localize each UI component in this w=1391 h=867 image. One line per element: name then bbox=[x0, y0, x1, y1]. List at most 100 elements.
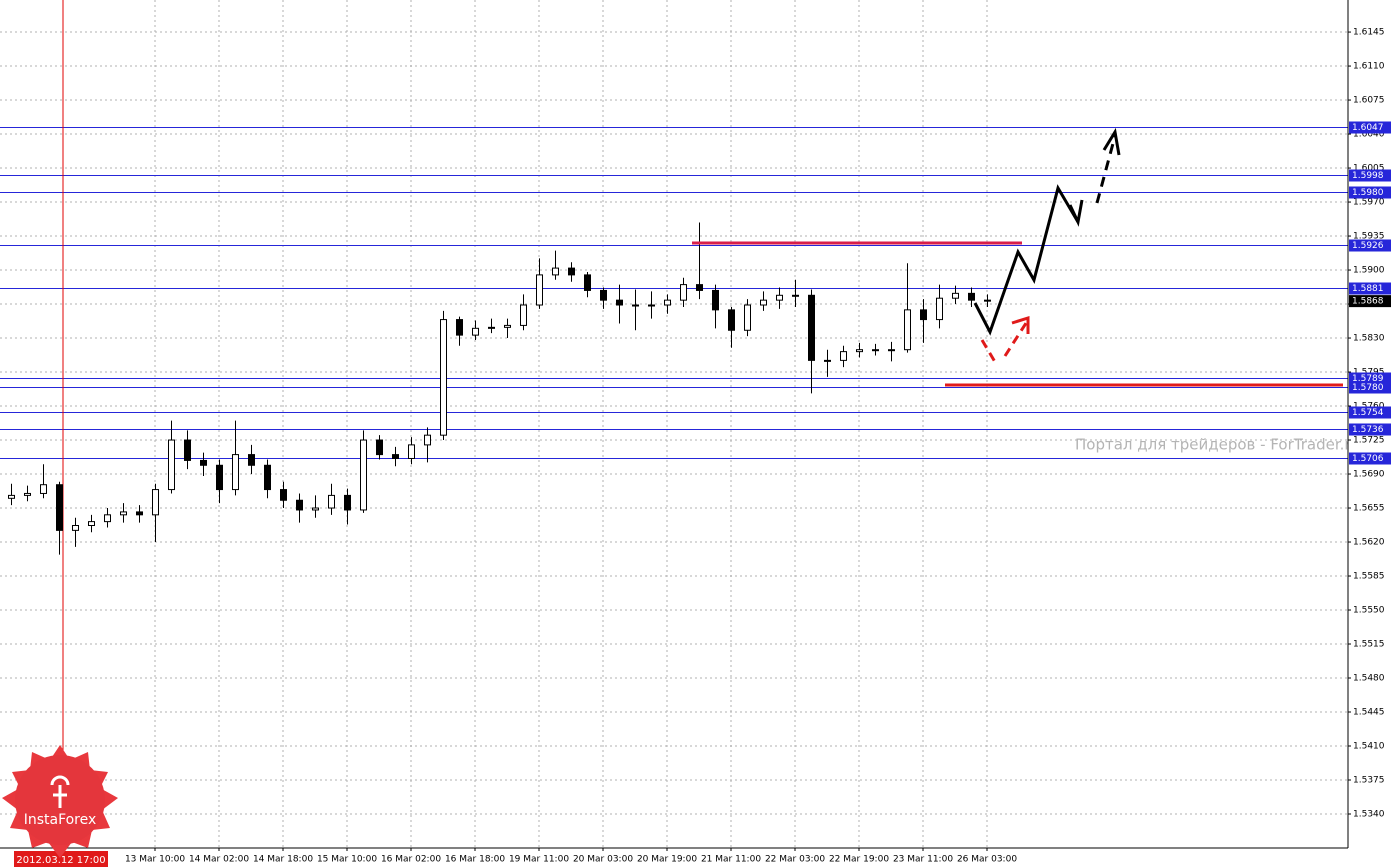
level-label: 1.5789 bbox=[1352, 374, 1384, 384]
candle-body bbox=[24, 492, 31, 496]
candle-body bbox=[296, 499, 303, 511]
candle-body bbox=[440, 319, 447, 436]
y-tick-label: 1.6145 bbox=[1353, 28, 1385, 38]
y-tick-label: 1.5690 bbox=[1353, 470, 1385, 480]
level-label: 1.6047 bbox=[1352, 123, 1384, 133]
candle-body bbox=[344, 494, 351, 511]
candle-body bbox=[472, 327, 479, 336]
candle-body bbox=[264, 464, 271, 491]
level-box bbox=[1349, 186, 1391, 199]
candle-body bbox=[728, 309, 735, 331]
candle-body bbox=[616, 299, 623, 306]
candle-body bbox=[488, 326, 495, 329]
x-tick-label: 19 Mar 11:00 bbox=[509, 855, 569, 865]
candle-body bbox=[8, 494, 15, 499]
x-tick-label: 22 Mar 03:00 bbox=[765, 855, 825, 865]
alt-projection bbox=[1003, 319, 1030, 357]
y-tick-label: 1.6075 bbox=[1353, 96, 1385, 106]
y-tick-label: 1.5515 bbox=[1353, 640, 1385, 650]
y-tick-label: 1.5830 bbox=[1353, 334, 1385, 344]
candle-body bbox=[552, 267, 559, 276]
candle-body bbox=[808, 294, 815, 361]
candle-body bbox=[584, 274, 591, 291]
candle-body bbox=[536, 274, 543, 306]
y-tick-label: 1.5900 bbox=[1353, 266, 1385, 276]
level-box bbox=[1349, 169, 1391, 182]
candle-body bbox=[712, 289, 719, 311]
candle-body bbox=[744, 304, 751, 331]
x-tick-label: 21 Mar 11:00 bbox=[701, 855, 761, 865]
y-tick-label: 1.5445 bbox=[1353, 708, 1385, 718]
candle-body bbox=[328, 494, 335, 509]
y-tick-label: 1.5585 bbox=[1353, 572, 1385, 582]
cursor-label: 2012.03.12 17:00 bbox=[16, 855, 105, 866]
candle-body bbox=[856, 349, 863, 353]
drawings bbox=[692, 127, 1343, 387]
candle-body bbox=[280, 489, 287, 501]
candle-body bbox=[680, 284, 687, 301]
candle-body bbox=[408, 444, 415, 459]
candle-body bbox=[936, 297, 943, 321]
candle-body bbox=[456, 319, 463, 336]
level-label: 1.5980 bbox=[1352, 188, 1384, 198]
candle-body bbox=[104, 514, 111, 523]
candle-body bbox=[520, 304, 527, 326]
candle-body bbox=[168, 439, 175, 491]
last-price-label: 1.5868 bbox=[1352, 297, 1384, 307]
candle-body bbox=[872, 349, 879, 352]
candle-body bbox=[840, 351, 847, 361]
logo-icon bbox=[50, 775, 70, 808]
arrow-head bbox=[1068, 199, 1084, 227]
candle-body bbox=[648, 304, 655, 307]
candle-body bbox=[360, 439, 367, 511]
candle-body bbox=[152, 489, 159, 516]
candle-body bbox=[72, 525, 79, 531]
candle-body bbox=[376, 439, 383, 456]
x-tick-label: 16 Mar 02:00 bbox=[381, 855, 441, 865]
y-tick-label: 1.6040 bbox=[1353, 130, 1385, 140]
candle-body bbox=[952, 292, 959, 299]
candle-body bbox=[200, 459, 207, 466]
cursor-box bbox=[14, 851, 108, 867]
level-label: 1.5881 bbox=[1352, 284, 1384, 294]
candle-body bbox=[120, 511, 127, 516]
watermark: Портал для трейдеров - ForTrader.ru bbox=[1075, 436, 1360, 454]
grid bbox=[0, 0, 1348, 848]
candle-body bbox=[136, 511, 143, 516]
y-tick-label: 1.5410 bbox=[1353, 742, 1385, 752]
level-label: 1.5706 bbox=[1352, 454, 1384, 464]
candle-body bbox=[920, 309, 927, 321]
level-label: 1.5998 bbox=[1352, 171, 1384, 181]
y-tick-label: 1.5620 bbox=[1353, 538, 1385, 548]
candle-body bbox=[632, 304, 639, 307]
level-box bbox=[1349, 423, 1391, 436]
candle-body bbox=[504, 324, 511, 328]
level-box bbox=[1349, 282, 1391, 295]
candle-body bbox=[184, 439, 191, 461]
x-tick-label: 20 Mar 03:00 bbox=[573, 855, 633, 865]
candle-body bbox=[600, 289, 607, 301]
level-box bbox=[1349, 381, 1391, 394]
candle-body bbox=[56, 484, 63, 531]
level-box bbox=[1349, 121, 1391, 134]
candle-body bbox=[392, 454, 399, 459]
x-tick-label: 14 Mar 02:00 bbox=[189, 855, 249, 865]
candle-body bbox=[696, 284, 703, 291]
candle-body bbox=[984, 299, 991, 302]
candle-body bbox=[888, 349, 895, 352]
y-tick-label: 1.5935 bbox=[1353, 232, 1385, 242]
candle-body bbox=[232, 454, 239, 491]
x-tick-label: 13 Mar 10:00 bbox=[125, 855, 185, 865]
level-box bbox=[1349, 452, 1391, 465]
y-tick-label: 1.5375 bbox=[1353, 776, 1385, 786]
alt-projection bbox=[980, 339, 997, 363]
logo-text: InstaForex bbox=[24, 812, 97, 828]
projection-dashed bbox=[1095, 135, 1117, 204]
candle-body bbox=[776, 294, 783, 301]
projection bbox=[973, 184, 1080, 336]
level-box bbox=[1349, 406, 1391, 419]
y-tick-label: 1.5725 bbox=[1353, 436, 1385, 446]
candle-body bbox=[568, 267, 575, 276]
